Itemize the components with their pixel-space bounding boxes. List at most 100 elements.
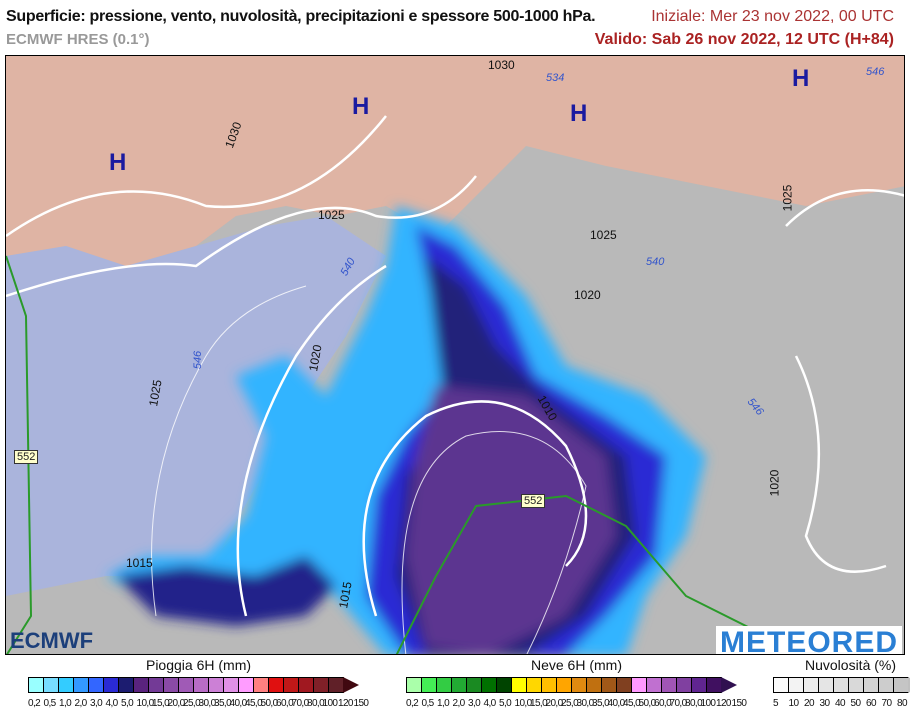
snow-swatch (436, 677, 452, 693)
isobar-label: 1025 (780, 184, 795, 212)
isobars-thin (151, 285, 587, 654)
high-pressure-marker: H (109, 149, 127, 176)
rain-overflow-arrow (343, 677, 359, 693)
thickness-label: 540 (646, 256, 665, 268)
isobar-label: 1025 (318, 208, 345, 222)
snow-swatch (511, 677, 527, 693)
rain-tick-label: 10,0 (136, 698, 155, 709)
cloud-legend-title: Nuvolosità (%) (804, 657, 897, 673)
rain-swatch (328, 677, 344, 693)
precipitation (106, 206, 706, 654)
isobar-label: 1015 (126, 556, 153, 570)
cloud-swatch (788, 677, 804, 693)
rain-tick-label: 150 (353, 698, 369, 709)
weather-map[interactable]: H H H H 1030 1030 1025 1025 1025 1025 10… (5, 55, 905, 655)
isobar-label: 1020 (767, 469, 782, 497)
cloud-swatch (773, 677, 789, 693)
snow-tick-label: 5,0 (499, 698, 512, 709)
snow-swatch (676, 677, 692, 693)
rain-swatch (193, 677, 209, 693)
rain-tick-label: 70,0 (291, 698, 310, 709)
snow-tick-label: 2,0 (452, 698, 466, 709)
rain-tick-label: 40,0 (229, 698, 248, 709)
rain-tick-label: 15,0 (152, 698, 170, 709)
snow-tick-label: 100 (700, 698, 716, 709)
cloud-tick-label: 70 (881, 698, 893, 709)
rain-tick-label: 0,2 (28, 698, 41, 709)
snow-tick-label: 150 (731, 698, 747, 709)
snow-tick-label: 45,0 (623, 698, 641, 709)
rain-swatch (238, 677, 254, 693)
cloud-tick-label: 30 (819, 698, 831, 709)
rain-tick-label: 3,0 (90, 698, 103, 709)
rain-tick-label: 35,0 (214, 698, 232, 709)
cloud-swatch (893, 677, 909, 693)
rain-swatch (43, 677, 59, 693)
snow-tick-label: 3,0 (468, 698, 481, 709)
high-pressure-marker: H (792, 65, 810, 92)
snow-tick-label: 4,0 (483, 698, 497, 709)
snow-swatch (646, 677, 662, 693)
cloud-tick-label: 60 (866, 698, 877, 709)
snow-tick-label: 60,0 (654, 698, 672, 709)
rain-swatch (223, 677, 239, 693)
cloud-color-bar (773, 677, 910, 693)
rain-tick-label: 100 (322, 698, 338, 709)
rain-swatch (58, 677, 74, 693)
rain-tick-label: 30,0 (198, 698, 217, 709)
map-layers (6, 56, 904, 654)
rain-tick-label: 1,0 (59, 698, 72, 709)
isobar-label: 1020 (574, 288, 601, 302)
snow-tick-label: 70,0 (669, 698, 688, 709)
rain-tick-label: 25,0 (183, 698, 201, 709)
snow-swatch (496, 677, 512, 693)
snow-swatch (421, 677, 437, 693)
isobars (6, 115, 904, 617)
rain-swatch (298, 677, 314, 693)
snow-swatch (601, 677, 617, 693)
rain-swatch (208, 677, 224, 693)
cloud-tick-label: 50 (850, 698, 862, 709)
land-north (6, 56, 904, 266)
rain-tick-label: 120 (338, 698, 353, 709)
rain-swatch (103, 677, 119, 693)
rain-color-bar (28, 677, 369, 693)
cloud-tick-label: 20 (804, 698, 815, 709)
snow-tick-label: 120 (716, 698, 731, 709)
initial-time: Iniziale: Mer 23 nov 2022, 00 UTC (651, 8, 894, 25)
snow-tick-label: 40,0 (607, 698, 626, 709)
snow-tick-label: 0,5 (421, 698, 435, 709)
snow-swatch (661, 677, 677, 693)
sea-west (6, 216, 386, 596)
snow-swatch (631, 677, 647, 693)
rain-ticks: 0,2 0,5 1,0 2,0 3,0 4,0 5,0 10,0 15,0 20,0 25,0 30,… (28, 698, 369, 709)
snow-legend: Neve 6H (mm) 0,2 0,5 1,0 2,0 3,0 4,0 5,0 10,0 15… (406, 657, 747, 709)
snow-swatch (556, 677, 572, 693)
snow-tick-label: 80,0 (685, 698, 703, 709)
thickness-label: 546 (866, 66, 885, 78)
snow-tick-label: 10,0 (514, 698, 533, 709)
valid-time: Valido: Sab 26 nov 2022, 12 UTC (H+84) (594, 31, 894, 48)
snow-ticks: 0,2 0,5 1,0 2,0 3,0 4,0 5,0 10,0 15,0 20,0 25,0 30,… (406, 698, 747, 709)
isobar-label: 1025 (590, 228, 617, 242)
snow-tick-label: 50,0 (638, 698, 657, 709)
cloud-tick-label: 5 (773, 698, 779, 709)
rain-swatch (28, 677, 44, 693)
rain-swatch (313, 677, 329, 693)
rain-swatch (148, 677, 164, 693)
snow-tick-label: 0,2 (406, 698, 419, 709)
cloud-swatch (848, 677, 864, 693)
thickness-label: 534 (546, 72, 565, 84)
snow-overflow-arrow (721, 677, 737, 693)
snow-swatch (616, 677, 632, 693)
rain-swatch (253, 677, 269, 693)
rain-swatch (133, 677, 149, 693)
snow-tick-label: 35,0 (592, 698, 610, 709)
rain-swatch (163, 677, 179, 693)
cloud-tick-label: 40 (835, 698, 846, 709)
thickness-552-box: 552 (14, 450, 39, 464)
snow-tick-label: 30,0 (576, 698, 595, 709)
snow-swatch (541, 677, 557, 693)
rain-tick-label: 45,0 (245, 698, 263, 709)
rain-swatch (268, 677, 284, 693)
